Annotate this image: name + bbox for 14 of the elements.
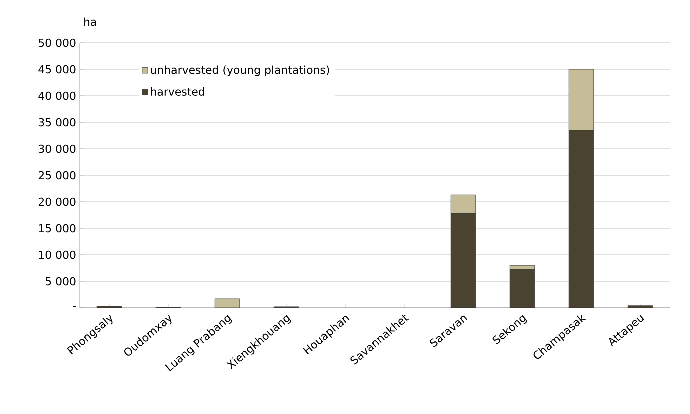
y-tick-label: 20 000 (38, 198, 76, 206)
y-tick-label: - (73, 306, 76, 308)
y-tick-label: 50 000 (38, 38, 76, 48)
y-tick-label: 35 000 (38, 118, 76, 127)
y-tick-label: 10 000 (39, 250, 76, 260)
y-tick-label: 5 000 (46, 277, 76, 286)
y-tick-label: 40 000 (38, 92, 76, 100)
y-axis-title: ha (84, 18, 96, 26)
y-tick-label: 30 000 (38, 144, 76, 154)
legend-label: harvested (151, 88, 204, 96)
y-tick-label: 45 000 (38, 65, 76, 74)
y-tick-label: 15 000 (39, 224, 76, 233)
legend-label: unharvested (young plantations) (151, 66, 330, 76)
y-tick-label: 25 000 (38, 171, 76, 180)
